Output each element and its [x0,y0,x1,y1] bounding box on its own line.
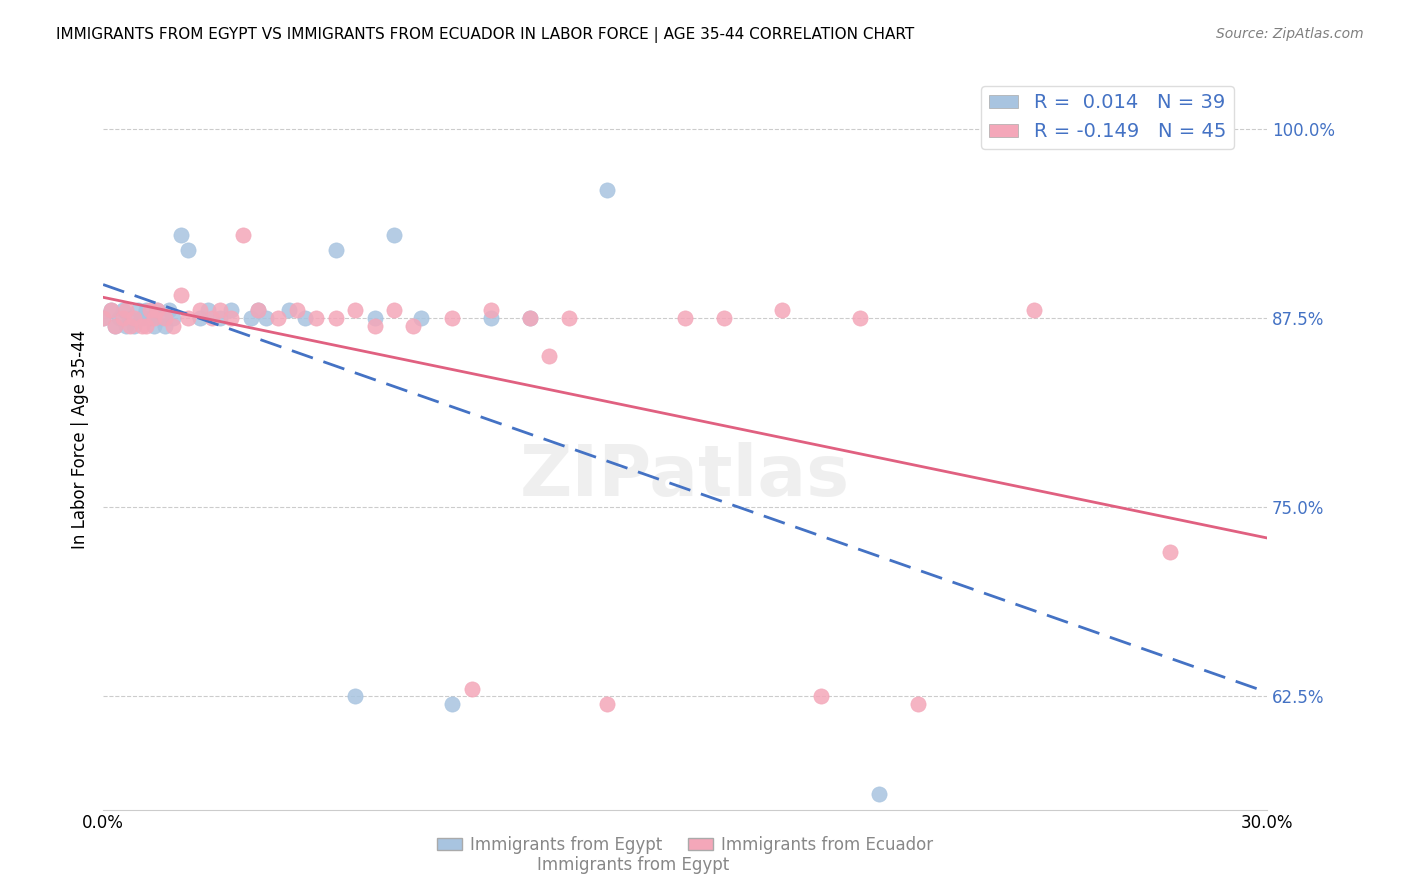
Point [208,303,231,318]
Point [91,311,114,326]
Point [162,311,184,326]
Point [810,689,832,703]
Point [557,311,579,326]
Point [254,311,277,326]
Point [100,303,122,318]
Point [104,318,127,333]
Point [382,227,405,242]
Point [111,311,134,326]
Point [91,311,114,326]
Point [201,311,224,326]
Point [519,311,541,326]
Point [153,318,176,333]
Point [127,303,149,318]
Point [344,303,367,318]
Point [538,349,561,363]
Point [115,318,138,333]
Point [907,697,929,711]
Point [188,311,211,326]
Point [197,303,219,318]
Point [460,681,482,696]
Point [104,318,127,333]
Point [219,303,242,318]
Point [596,182,619,196]
Point [157,303,180,318]
Point [150,311,173,326]
Point [673,311,696,326]
Point [596,697,619,711]
Point [441,697,464,711]
Point [232,227,254,242]
Point [170,288,193,302]
Text: Immigrants from Egypt: Immigrants from Egypt [537,856,728,874]
Point [868,788,890,802]
Point [100,303,122,318]
Point [278,303,301,318]
Point [325,311,347,326]
Point [267,311,290,326]
Point [1159,545,1181,559]
Point [131,311,153,326]
Point [122,311,145,326]
Point [138,311,160,326]
Point [107,311,129,326]
Point [519,311,541,326]
Point [411,311,433,326]
Y-axis label: In Labor Force | Age 35-44: In Labor Force | Age 35-44 [72,329,89,549]
Point [713,311,735,326]
Point [247,303,270,318]
Point [146,303,169,318]
Point [142,311,165,326]
Point [188,303,211,318]
Point [382,303,405,318]
Point [219,311,242,326]
Point [325,243,347,257]
Point [146,303,169,318]
Point [120,318,142,333]
Point [294,311,316,326]
Point [441,311,464,326]
Point [135,318,157,333]
Point [479,303,502,318]
Point [247,303,270,318]
Point [135,303,157,318]
Point [344,689,367,703]
Point [285,303,308,318]
Point [153,311,176,326]
Text: IMMIGRANTS FROM EGYPT VS IMMIGRANTS FROM ECUADOR IN LABOR FORCE | AGE 35-44 CORR: IMMIGRANTS FROM EGYPT VS IMMIGRANTS FROM… [56,27,914,43]
Point [363,318,385,333]
Point [479,311,502,326]
Point [363,311,385,326]
Point [177,311,200,326]
Point [239,311,262,326]
Point [170,227,193,242]
Point [162,318,184,333]
Point [138,303,160,318]
Point [848,311,870,326]
Point [208,311,231,326]
Point [115,303,138,318]
Point [770,303,793,318]
Point [177,243,200,257]
Legend: R =  0.014   N = 39, R = -0.149   N = 45: R = 0.014 N = 39, R = -0.149 N = 45 [981,86,1234,149]
Text: ZIPatlas: ZIPatlas [520,442,851,510]
Point [142,318,165,333]
Point [402,318,425,333]
Text: Source: ZipAtlas.com: Source: ZipAtlas.com [1216,27,1364,41]
Point [1024,303,1046,318]
Point [122,318,145,333]
Point [120,311,142,326]
Point [111,303,134,318]
Point [305,311,328,326]
Point [131,318,153,333]
